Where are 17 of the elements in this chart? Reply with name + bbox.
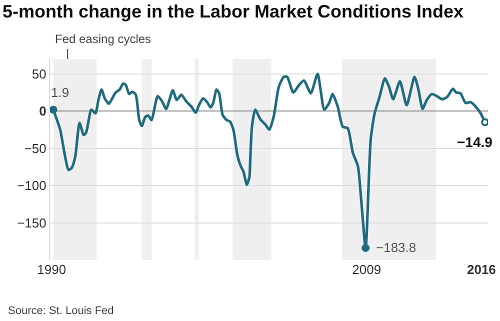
x-tick-label: 1990 bbox=[37, 262, 66, 277]
point bbox=[50, 106, 58, 114]
point bbox=[481, 118, 488, 126]
x-tick-label: 2009 bbox=[352, 262, 382, 277]
y-tick-label: −50 bbox=[24, 140, 46, 156]
annotation: −14.9 bbox=[457, 134, 493, 150]
y-tick-label: −100 bbox=[17, 178, 46, 194]
source-note: Source: St. Louis Fed bbox=[8, 305, 114, 317]
y-tick-label: 50 bbox=[32, 66, 46, 82]
band-label: Fed easing cycles bbox=[55, 32, 152, 46]
annotation: 1.9 bbox=[51, 85, 70, 100]
x-tick-label: 2016 bbox=[466, 262, 496, 277]
annotation: −183.8 bbox=[376, 240, 416, 255]
chart-title: 5-month change in the Labor Market Conditions Index bbox=[2, 1, 464, 22]
point bbox=[362, 244, 370, 252]
y-tick-label: −150 bbox=[17, 215, 46, 230]
y-tick-label: 0 bbox=[39, 104, 46, 119]
